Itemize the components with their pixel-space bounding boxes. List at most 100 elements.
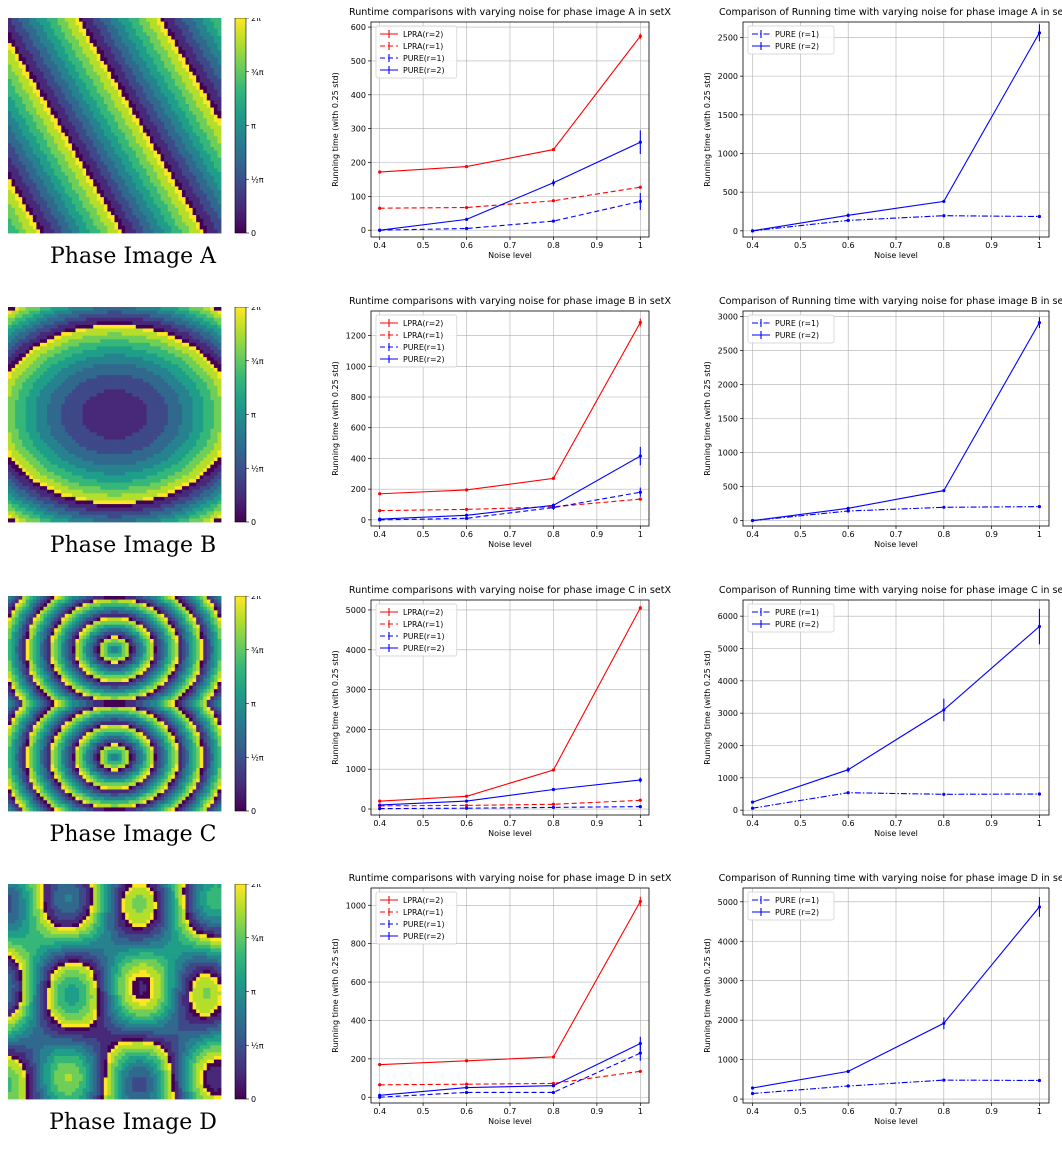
colorbar-tick-label: 2π (251, 18, 261, 23)
data-point (465, 807, 468, 810)
data-point (465, 227, 468, 230)
data-point (639, 606, 642, 609)
colorbar-tick-label: 2π (251, 596, 261, 601)
y-tick-label: 0 (361, 1093, 366, 1102)
y-axis-label: Running time (with 0.25 std) (703, 72, 712, 186)
data-point (465, 1083, 468, 1086)
x-tick-label: 0.7 (504, 1107, 517, 1116)
colorbar-tick-label: 2π (251, 307, 261, 312)
data-point (465, 1059, 468, 1062)
legend-label: PURE (r=2) (775, 331, 819, 340)
y-tick-label: 1200 (346, 332, 366, 341)
x-tick-label: 0.4 (746, 530, 759, 539)
x-tick-label: 0.4 (746, 819, 759, 828)
data-point (639, 141, 642, 144)
runtime-chart-7: Comparison of Running time with varying … (697, 870, 1055, 1125)
data-point (378, 170, 381, 173)
data-point (378, 509, 381, 512)
colorbar-tick-label: π (251, 122, 256, 131)
y-tick-label: 1000 (346, 362, 366, 371)
y-tick-label: 1000 (718, 774, 738, 783)
y-axis-label: Running time (with 0.25 std) (331, 361, 340, 475)
y-axis-label: Running time (with 0.25 std) (703, 361, 712, 475)
data-point (751, 800, 754, 803)
y-tick-label: 0 (733, 227, 738, 236)
x-tick-label: 1 (1037, 819, 1042, 828)
legend-label: PURE(r=1) (403, 920, 445, 929)
x-tick-label: 0.4 (746, 1107, 759, 1116)
x-tick-label: 0.7 (504, 530, 517, 539)
x-tick-label: 1 (1037, 241, 1042, 250)
x-tick-label: 0.5 (794, 530, 807, 539)
data-point (639, 900, 642, 903)
chart-title: Runtime comparisons with varying noise f… (349, 585, 672, 596)
data-point (639, 1042, 642, 1045)
x-tick-label: 0.5 (794, 241, 807, 250)
y-tick-label: 3000 (718, 709, 738, 718)
data-point (847, 219, 850, 222)
data-point (552, 803, 555, 806)
legend-label: PURE (r=1) (775, 608, 819, 617)
data-point (1038, 215, 1041, 218)
legend-label: PURE(r=2) (403, 644, 445, 653)
legend-label: LPRA(r=2) (403, 30, 443, 39)
data-point (465, 218, 468, 221)
data-point (639, 498, 642, 501)
data-point (1038, 505, 1041, 508)
data-point (378, 799, 381, 802)
x-tick-label: 0.4 (373, 1107, 386, 1116)
x-axis-label: Noise level (488, 829, 532, 838)
data-point (942, 1079, 945, 1082)
x-axis-label: Noise level (488, 251, 532, 260)
data-point (847, 509, 850, 512)
x-tick-label: 0.8 (547, 241, 560, 250)
legend-label: PURE (r=1) (775, 319, 819, 328)
y-axis-label: Running time (with 0.25 std) (331, 938, 340, 1052)
y-tick-label: 0 (733, 517, 738, 526)
x-tick-label: 1 (638, 1107, 643, 1116)
x-tick-label: 0.9 (591, 530, 604, 539)
data-point (639, 455, 642, 458)
data-point (639, 321, 642, 324)
legend-label: PURE(r=2) (403, 66, 445, 75)
y-tick-label: 400 (351, 1016, 366, 1025)
data-point (1038, 321, 1041, 324)
data-point (552, 181, 555, 184)
y-tick-label: 1000 (346, 901, 366, 910)
data-point (552, 219, 555, 222)
x-tick-label: 0.7 (890, 241, 903, 250)
data-point (942, 708, 945, 711)
sety-chart: Comparison of Running time with varying … (697, 293, 1055, 552)
x-tick-label: 0.9 (591, 1107, 604, 1116)
setx-chart: Runtime comparisons with varying noise f… (325, 870, 655, 1129)
data-point (847, 214, 850, 217)
data-point (552, 148, 555, 151)
data-point (378, 229, 381, 232)
colorbar-tick-label: 0 (251, 518, 256, 527)
legend-label: LPRA(r=1) (403, 331, 443, 340)
chart-title: Runtime comparisons with varying noise f… (349, 873, 672, 884)
y-tick-label: 4000 (346, 646, 366, 655)
data-point (1038, 1079, 1041, 1082)
y-tick-label: 0 (361, 516, 366, 525)
chart-title: Comparison of Running time with varying … (719, 7, 1062, 18)
legend-label: LPRA(r=1) (403, 620, 443, 629)
x-tick-label: 1 (1037, 1107, 1042, 1116)
x-tick-label: 0.5 (417, 530, 430, 539)
chart-title: Runtime comparisons with varying noise f… (349, 296, 671, 307)
x-tick-label: 0.5 (417, 819, 430, 828)
x-tick-label: 0.4 (373, 530, 386, 539)
x-tick-label: 1 (1037, 530, 1042, 539)
x-tick-label: 0.9 (985, 819, 998, 828)
sety-chart: Comparison of Running time with varying … (697, 582, 1055, 841)
colorbar (235, 18, 246, 233)
data-point (751, 519, 754, 522)
y-tick-label: 800 (351, 393, 366, 402)
data-point (942, 1022, 945, 1025)
y-axis-label: Running time (with 0.25 std) (331, 650, 340, 764)
